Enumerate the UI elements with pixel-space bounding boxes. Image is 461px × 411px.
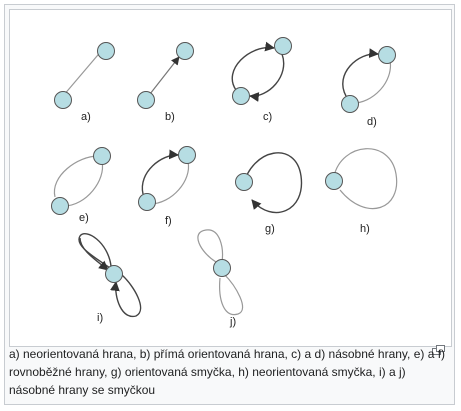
node-a1 <box>54 91 72 109</box>
node-b2 <box>176 42 194 60</box>
label-c: c) <box>263 111 272 123</box>
label-b: b) <box>165 111 175 123</box>
panel-d: d) <box>341 46 396 128</box>
node-a2 <box>97 42 115 60</box>
panel-c: c) <box>231 37 292 123</box>
panel-e: e) <box>51 147 111 224</box>
panel-j: j) <box>197 229 244 328</box>
node-b1 <box>137 91 155 109</box>
figure-thumbnail: a) b) c) d) <box>4 4 455 405</box>
node-c2 <box>274 37 292 55</box>
edge-d2 <box>351 59 392 104</box>
node-i <box>105 265 123 283</box>
edge-b <box>149 56 180 95</box>
edge-i-top <box>78 233 112 269</box>
edge-j-bottom <box>219 273 244 316</box>
label-g: g) <box>265 223 275 235</box>
edge-a <box>62 48 104 97</box>
node-j <box>213 259 231 277</box>
node-h <box>325 172 343 190</box>
edge-f2 <box>149 161 190 205</box>
label-f: f) <box>165 215 172 227</box>
node-f2 <box>178 146 196 164</box>
edge-i-arrow <box>79 237 109 271</box>
label-e: e) <box>79 212 89 224</box>
label-d: d) <box>367 116 377 128</box>
label-a: a) <box>81 111 91 123</box>
panel-g: g) <box>235 152 303 235</box>
edge-i-bottom <box>110 274 142 318</box>
graph-edges-diagram: a) b) c) d) <box>51 37 398 328</box>
figure-image[interactable]: a) b) c) d) <box>9 9 452 347</box>
label-j: j) <box>229 316 236 328</box>
panel-b: b) <box>137 42 194 123</box>
panel-f: f) <box>138 146 196 227</box>
label-i: i) <box>97 312 103 324</box>
edge-h-loop <box>333 148 398 210</box>
node-g <box>235 173 253 191</box>
edge-e1 <box>53 155 99 198</box>
edge-d1 <box>342 48 379 97</box>
node-f1 <box>138 193 156 211</box>
caption-text: a) neorientovaná hrana, b) přímá oriento… <box>9 347 446 397</box>
panel-h: h) <box>325 148 398 235</box>
edge-c2 <box>249 53 285 102</box>
node-c1 <box>232 87 250 105</box>
magnify-clip-icon[interactable] <box>432 345 445 355</box>
panel-i: i) <box>78 233 142 324</box>
panel-a: a) <box>54 42 115 123</box>
node-e1 <box>51 197 69 215</box>
node-d1 <box>341 95 359 113</box>
edge-c1 <box>231 41 275 91</box>
edge-j-top <box>197 229 224 263</box>
edge-e2 <box>63 161 104 207</box>
edge-f1 <box>141 149 179 195</box>
node-e2 <box>93 147 111 165</box>
magnify-front-box <box>436 345 445 352</box>
label-h: h) <box>360 223 370 235</box>
figure-caption: a) neorientovaná hrana, b) přímá oriento… <box>9 345 447 399</box>
edge-g-loop <box>242 152 303 214</box>
node-d2 <box>378 46 396 64</box>
